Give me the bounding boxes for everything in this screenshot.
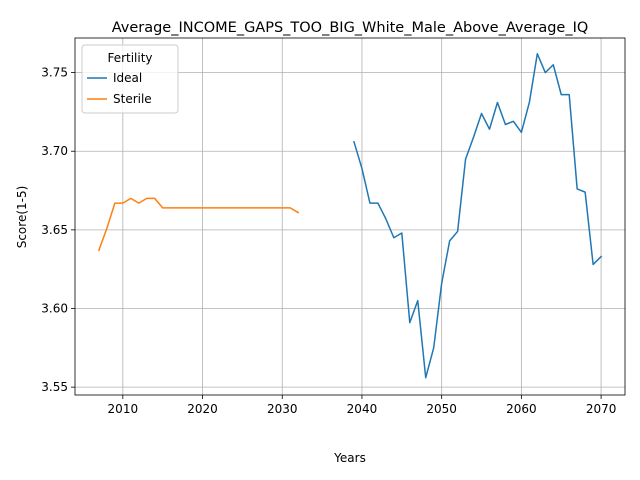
y-tick-label: 3.70: [41, 144, 68, 158]
series-lines: [97, 52, 603, 379]
x-tick-label: 2030: [267, 402, 298, 416]
plot-frame: [74, 37, 626, 396]
x-tick-label: 2070: [586, 402, 617, 416]
legend-box: [81, 44, 179, 114]
legend-entries: Ideal Sterile: [87, 71, 152, 106]
chart-title: Average_INCOME_GAPS_TOO_BIG_White_Male_A…: [112, 20, 589, 36]
series-line-sterile: [97, 197, 300, 252]
x-tick-label: 2060: [506, 402, 537, 416]
series-line-ideal: [353, 52, 603, 379]
legend-label-sterile: Sterile: [113, 92, 152, 106]
x-tick-label: 2040: [347, 402, 378, 416]
x-tick-label: 2050: [426, 402, 457, 416]
y-axis-title: Score(1-5): [15, 186, 29, 249]
y-tick-label: 3.60: [41, 302, 68, 316]
legend-label-ideal: Ideal: [113, 71, 142, 85]
grid: [75, 38, 625, 395]
legend-title: Fertility: [107, 51, 152, 65]
axis-ticks: 2010 2020 2030 2040 2050 2060 2070 3.55 3.60 3.65…: [41, 66, 616, 416]
y-tick-label: 3.55: [41, 380, 68, 394]
x-axis-title: Years: [333, 451, 366, 465]
y-tick-label: 3.75: [41, 66, 68, 80]
legend: Fertility Ideal Sterile: [81, 44, 179, 114]
x-tick-label: 2020: [187, 402, 218, 416]
y-tick-label: 3.65: [41, 223, 68, 237]
x-tick-label: 2010: [108, 402, 139, 416]
